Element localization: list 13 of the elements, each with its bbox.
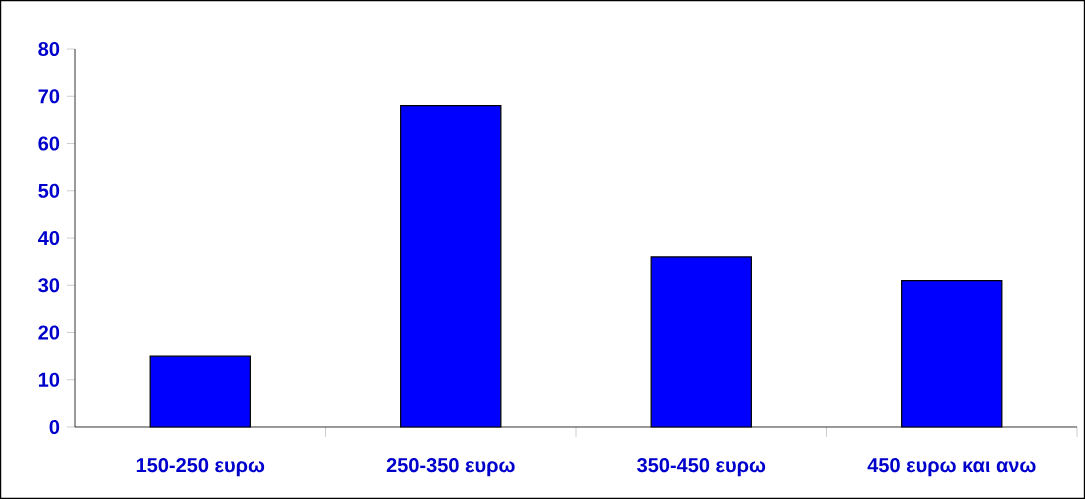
y-tick-label: 30	[38, 278, 60, 293]
y-tick-label: 10	[38, 372, 60, 387]
x-tick-label: 350-450 ευρω	[637, 458, 766, 477]
y-tick-label: 80	[38, 41, 60, 57]
y-tick-label: 60	[38, 136, 60, 151]
y-tick-label: 50	[38, 183, 60, 198]
x-tick-label: 150-250 ευρω	[136, 458, 265, 477]
y-tick-label: 20	[38, 325, 60, 340]
x-tick-label: 250-350 ευρω	[386, 458, 515, 477]
x-tick-label: 450 ευρω και ανω	[867, 458, 1036, 477]
y-tick-label: 70	[38, 89, 60, 104]
y-tick-label: 40	[38, 230, 60, 246]
y-tick-label: 0	[49, 419, 60, 435]
